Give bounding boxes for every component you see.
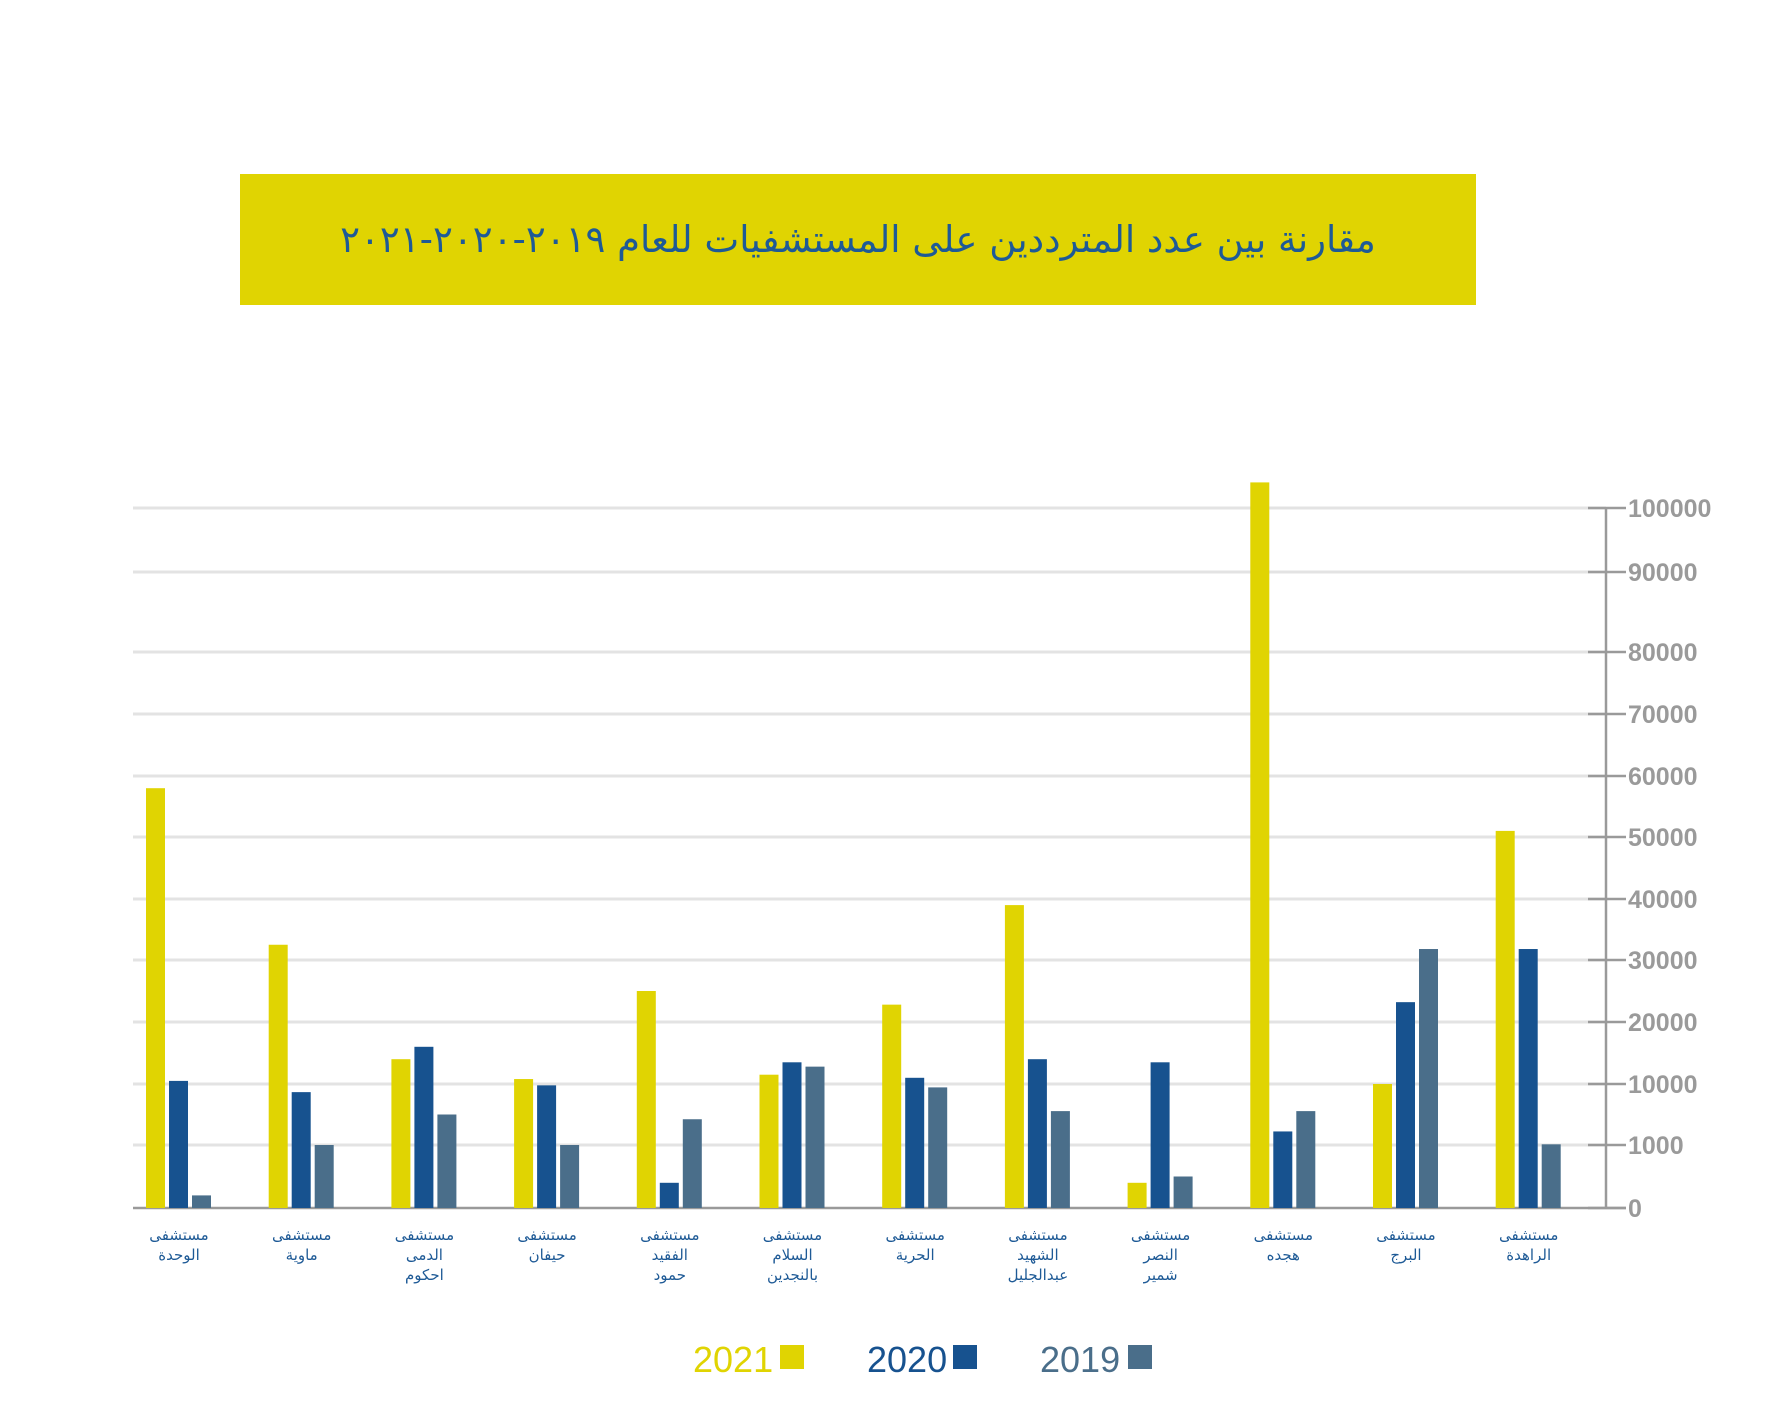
y-tick-label: 0 — [1628, 1195, 1642, 1223]
category-label: بالنجدين — [767, 1266, 818, 1284]
y-tick-label: 60000 — [1628, 763, 1698, 791]
category-label: ماوية — [286, 1246, 318, 1264]
category-label: حمود — [654, 1266, 686, 1284]
category-label: مستشفى — [1131, 1226, 1190, 1244]
category-label: شمير — [1143, 1266, 1178, 1284]
category-label: مستشفى — [149, 1226, 208, 1244]
y-tick-label: 10000 — [1628, 1071, 1698, 1099]
y-tick-label: 90000 — [1628, 559, 1698, 587]
category-label: مستشفى — [1008, 1226, 1067, 1244]
bar-2021 — [1004, 905, 1024, 1208]
y-tick-label: 20000 — [1628, 1009, 1698, 1037]
bar-2019 — [1419, 949, 1438, 1208]
bar-2019 — [1173, 1176, 1193, 1208]
bar-2021 — [1373, 1084, 1392, 1208]
category-label: الحرية — [896, 1246, 935, 1264]
legend-swatch — [953, 1345, 977, 1369]
legend-label: 2020 — [867, 1339, 947, 1380]
bar-2019 — [1296, 1111, 1316, 1208]
category-label: السلام — [772, 1246, 812, 1264]
category-label: عبدالجليل — [1008, 1266, 1069, 1284]
bar-2021 — [1127, 1182, 1147, 1208]
bar-2019 — [437, 1114, 457, 1208]
category-label: هجده — [1267, 1246, 1300, 1264]
y-tick-label: 100000 — [1628, 495, 1711, 523]
bar-2021 — [514, 1079, 534, 1208]
bar-2021 — [268, 944, 288, 1208]
category-label: النصر — [1142, 1246, 1178, 1264]
category-label: مستشفى — [395, 1226, 454, 1244]
chart-title: مقارنة بين عدد المترددين على المستشفيات … — [340, 218, 1376, 261]
category-label: مستشفى — [885, 1226, 944, 1244]
category-label: مستشفى — [763, 1226, 822, 1244]
title-banner: مقارنة بين عدد المترددين على المستشفيات … — [240, 174, 1476, 305]
bar-2021 — [1250, 482, 1270, 1208]
category-label: الراهدة — [1506, 1246, 1551, 1264]
bar-2020 — [169, 1080, 188, 1208]
y-tick-label: 50000 — [1628, 824, 1698, 852]
category-label: مستشفى — [1254, 1226, 1313, 1244]
bar-2019 — [314, 1145, 334, 1208]
bar-2019 — [928, 1087, 948, 1208]
bar-2020 — [659, 1182, 679, 1208]
bar-2020 — [537, 1085, 557, 1208]
y-tick-label: 70000 — [1628, 701, 1698, 729]
bar-2020 — [1273, 1131, 1293, 1208]
bar-2020 — [1518, 949, 1538, 1208]
category-label: الدمى — [406, 1246, 443, 1264]
legend-label: 2019 — [1040, 1339, 1120, 1380]
bar-2019 — [1541, 1144, 1561, 1208]
bar-2020 — [1027, 1059, 1047, 1208]
bar-2020 — [782, 1062, 802, 1208]
bar-2019 — [560, 1145, 580, 1208]
category-label: مستشفى — [272, 1226, 331, 1244]
category-label: الفقيد — [652, 1246, 688, 1264]
bar-2020 — [1150, 1062, 1170, 1208]
bar-2019 — [192, 1195, 211, 1208]
bar-2021 — [636, 991, 656, 1208]
bar-2021 — [146, 788, 165, 1208]
bar-2020 — [905, 1077, 925, 1208]
y-tick-label: 80000 — [1628, 639, 1698, 667]
bar-2021 — [882, 1004, 902, 1208]
bar-2021 — [1495, 830, 1515, 1208]
category-label: مستشفى — [1499, 1226, 1558, 1244]
bar-2019 — [682, 1119, 702, 1208]
bar-2021 — [759, 1074, 779, 1208]
y-tick-label: 1000 — [1628, 1132, 1684, 1160]
category-label: احكوم — [405, 1266, 444, 1284]
bar-2020 — [1396, 1002, 1415, 1208]
legend-swatch — [1128, 1345, 1152, 1369]
category-label: الشهيد — [1017, 1246, 1058, 1264]
category-label: الوحدة — [158, 1246, 200, 1264]
bar-2021 — [391, 1059, 411, 1208]
bar-2019 — [1050, 1111, 1070, 1208]
legend-label: 2021 — [693, 1339, 773, 1380]
category-label: حيفان — [529, 1246, 566, 1264]
bar-2020 — [414, 1046, 434, 1208]
y-tick-label: 40000 — [1628, 886, 1698, 914]
category-label: مستشفى — [640, 1226, 699, 1244]
category-label: مستشفى — [1376, 1226, 1435, 1244]
legend-swatch — [780, 1345, 804, 1369]
category-label: مستشفى — [517, 1226, 576, 1244]
bar-2019 — [805, 1066, 825, 1208]
category-label: البرج — [1390, 1246, 1421, 1265]
bar-2020 — [291, 1092, 311, 1208]
y-tick-label: 30000 — [1628, 947, 1698, 975]
